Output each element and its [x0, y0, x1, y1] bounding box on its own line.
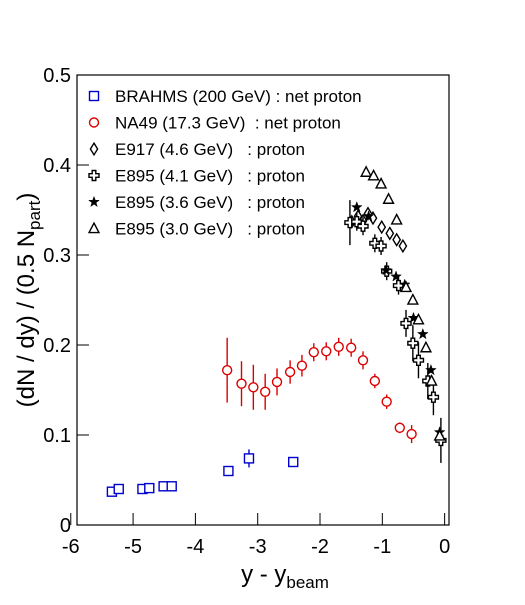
- legend-marker: [88, 195, 100, 208]
- marker: [248, 382, 259, 393]
- marker: [308, 347, 319, 358]
- marker: [406, 428, 417, 440]
- marker: [400, 317, 412, 330]
- y-label-end: ): [13, 193, 40, 201]
- y-axis-label: (dN / dy) / (0.5 Npart): [13, 193, 44, 408]
- marker: [357, 355, 369, 366]
- marker: [427, 391, 440, 403]
- marker: [321, 346, 332, 357]
- marker: [385, 226, 395, 241]
- legend-marker: [88, 117, 100, 128]
- marker: [424, 363, 437, 376]
- x-axis-label: y - ybeam: [241, 561, 329, 592]
- marker: [360, 165, 373, 177]
- marker: [333, 341, 344, 352]
- marker: [425, 374, 438, 386]
- x-tick-label: -5: [124, 536, 142, 558]
- marker: [390, 270, 402, 282]
- legend-label: NA49 (17.3 GeV) : net proton: [115, 114, 341, 133]
- plot-frame: [76, 74, 450, 526]
- marker: [374, 176, 388, 189]
- y-label-sub: part: [25, 200, 44, 230]
- x-tick-label: -3: [249, 536, 267, 558]
- marker: [259, 386, 271, 397]
- marker: [377, 219, 387, 235]
- marker: [236, 378, 247, 389]
- marker: [271, 376, 283, 388]
- marker: [345, 342, 357, 353]
- y-tick-label: 0.5: [43, 65, 71, 87]
- x-tick-label: -2: [311, 536, 329, 558]
- marker: [243, 453, 255, 464]
- x-label-sub: beam: [286, 573, 329, 592]
- marker: [399, 280, 413, 293]
- y-tick-label: 0: [60, 515, 71, 537]
- legend-label: E895 (3.6 GeV) : proton: [115, 193, 305, 212]
- marker: [412, 354, 425, 366]
- marker: [416, 327, 429, 340]
- x-tick-label: -4: [186, 536, 204, 558]
- x-tick-label: 0: [439, 536, 450, 558]
- marker: [362, 210, 375, 222]
- x-tick-label: -1: [373, 536, 391, 558]
- marker: [144, 482, 155, 494]
- legend-label: E895 (3.0 GeV) : proton: [115, 220, 305, 239]
- marker: [412, 312, 425, 325]
- marker: [113, 483, 124, 495]
- marker: [407, 337, 419, 349]
- marker: [296, 360, 308, 371]
- marker: [398, 238, 408, 254]
- marker: [357, 220, 369, 232]
- marker: [419, 340, 433, 353]
- legend-marker: [89, 141, 99, 157]
- marker: [381, 396, 392, 407]
- legend-marker: [87, 221, 101, 234]
- marker: [284, 366, 296, 378]
- x-label-main: y - y: [241, 561, 286, 588]
- y-tick-label: 0.4: [43, 155, 71, 177]
- y-label-main: (dN / dy) / (0.5 N: [13, 230, 40, 407]
- y-tick-label: 0.2: [43, 335, 71, 357]
- x-tick-label: -6: [62, 536, 80, 558]
- legend-marker: [88, 90, 100, 102]
- legend-label: E917 (4.6 GeV) : proton: [115, 140, 305, 159]
- marker: [221, 365, 233, 376]
- marker: [367, 168, 380, 181]
- marker: [288, 456, 299, 468]
- y-tick-label: 0.1: [43, 425, 71, 447]
- marker: [350, 201, 363, 213]
- marker: [390, 212, 403, 225]
- legend-label: E895 (4.1 GeV) : proton: [115, 167, 305, 186]
- marker: [223, 465, 234, 477]
- marker: [394, 422, 405, 433]
- marker: [375, 240, 387, 252]
- marker: [380, 264, 393, 276]
- marker: [433, 428, 446, 441]
- marker: [166, 481, 177, 492]
- y-tick-label: 0.3: [43, 245, 71, 267]
- marker: [369, 375, 381, 387]
- legend-marker: [88, 169, 100, 182]
- legend-label: BRAHMS (200 GeV) : net proton: [115, 87, 362, 106]
- marker: [392, 232, 402, 247]
- marker: [406, 293, 419, 305]
- marker: [382, 192, 395, 204]
